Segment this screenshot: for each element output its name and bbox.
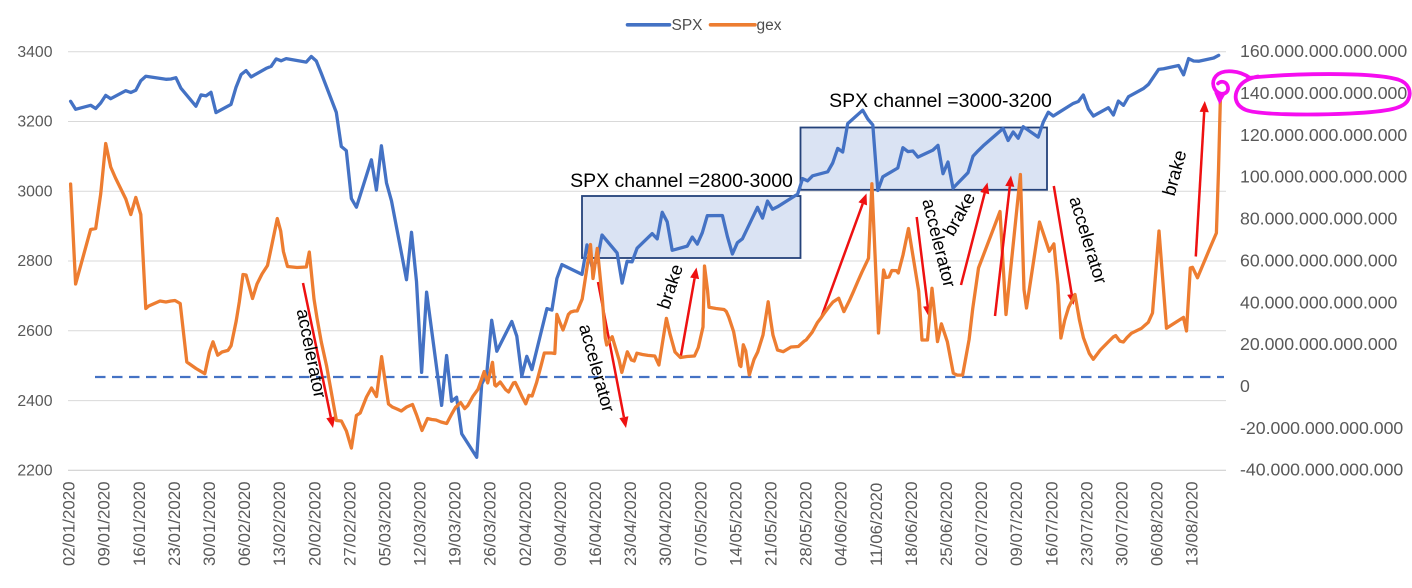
svg-text:23/07/2020: 23/07/2020	[1077, 481, 1096, 566]
svg-text:06/08/2020: 06/08/2020	[1148, 481, 1167, 566]
svg-text:09/01/2020: 09/01/2020	[95, 481, 114, 566]
svg-text:3000: 3000	[17, 183, 52, 200]
svg-text:12/03/2020: 12/03/2020	[411, 481, 430, 566]
svg-text:2600: 2600	[17, 323, 52, 340]
svg-text:80.000.000.000.000: 80.000.000.000.000	[1240, 209, 1398, 229]
svg-text:07/05/2020: 07/05/2020	[691, 481, 710, 566]
svg-text:06/02/2020: 06/02/2020	[235, 481, 254, 566]
svg-text:30/04/2020: 30/04/2020	[656, 481, 675, 566]
svg-text:20/02/2020: 20/02/2020	[305, 481, 324, 566]
svg-text:16/07/2020: 16/07/2020	[1042, 481, 1061, 566]
svg-text:gex: gex	[757, 17, 782, 34]
svg-text:04/06/2020: 04/06/2020	[832, 481, 851, 566]
svg-text:SPX channel =2800-3000: SPX channel =2800-3000	[570, 170, 793, 192]
svg-text:25/06/2020: 25/06/2020	[937, 481, 956, 566]
svg-text:120.000.000.000.000: 120.000.000.000.000	[1240, 125, 1407, 145]
svg-text:3400: 3400	[17, 44, 52, 61]
svg-text:19/03/2020: 19/03/2020	[446, 481, 465, 566]
svg-text:09/07/2020: 09/07/2020	[1007, 481, 1026, 566]
svg-text:27/02/2020: 27/02/2020	[340, 481, 359, 566]
svg-text:3200: 3200	[17, 114, 52, 131]
svg-text:14/05/2020: 14/05/2020	[726, 481, 745, 566]
svg-text:-40.000.000.000.000: -40.000.000.000.000	[1240, 460, 1403, 480]
svg-text:140.000.000.000.000: 140.000.000.000.000	[1240, 83, 1407, 103]
svg-text:05/03/2020: 05/03/2020	[376, 481, 395, 566]
svg-text:09/04/2020: 09/04/2020	[551, 481, 570, 566]
svg-text:16/04/2020: 16/04/2020	[586, 481, 605, 566]
svg-text:26/03/2020: 26/03/2020	[481, 481, 500, 566]
svg-text:23/01/2020: 23/01/2020	[165, 481, 184, 566]
svg-text:18/06/2020: 18/06/2020	[902, 481, 921, 566]
svg-text:0: 0	[1240, 376, 1250, 396]
svg-text:2400: 2400	[17, 393, 52, 410]
svg-text:60.000.000.000.000: 60.000.000.000.000	[1240, 250, 1398, 270]
svg-text:-20.000.000.000.000: -20.000.000.000.000	[1240, 418, 1403, 438]
svg-text:21/05/2020: 21/05/2020	[762, 481, 781, 566]
svg-text:40.000.000.000.000: 40.000.000.000.000	[1240, 292, 1398, 312]
svg-text:02/04/2020: 02/04/2020	[516, 481, 535, 566]
svg-text:23/04/2020: 23/04/2020	[621, 481, 640, 566]
svg-text:2200: 2200	[17, 463, 52, 480]
svg-text:20.000.000.000.000: 20.000.000.000.000	[1240, 334, 1398, 354]
svg-text:11/06/2020: 11/06/2020	[867, 483, 886, 566]
svg-text:13/02/2020: 13/02/2020	[270, 481, 289, 566]
svg-text:02/07/2020: 02/07/2020	[972, 481, 991, 566]
svg-text:13/08/2020: 13/08/2020	[1183, 481, 1202, 566]
svg-text:2800: 2800	[17, 253, 52, 270]
svg-text:30/07/2020: 30/07/2020	[1113, 481, 1132, 566]
svg-text:SPX: SPX	[672, 17, 704, 34]
svg-text:SPX channel =3000-3200: SPX channel =3000-3200	[829, 90, 1052, 112]
svg-text:160.000.000.000.000: 160.000.000.000.000	[1240, 41, 1407, 61]
svg-text:100.000.000.000.000: 100.000.000.000.000	[1240, 167, 1407, 187]
svg-text:16/01/2020: 16/01/2020	[130, 481, 149, 566]
svg-text:28/05/2020: 28/05/2020	[797, 481, 816, 566]
svg-text:02/01/2020: 02/01/2020	[60, 481, 79, 566]
svg-text:30/01/2020: 30/01/2020	[200, 481, 219, 566]
